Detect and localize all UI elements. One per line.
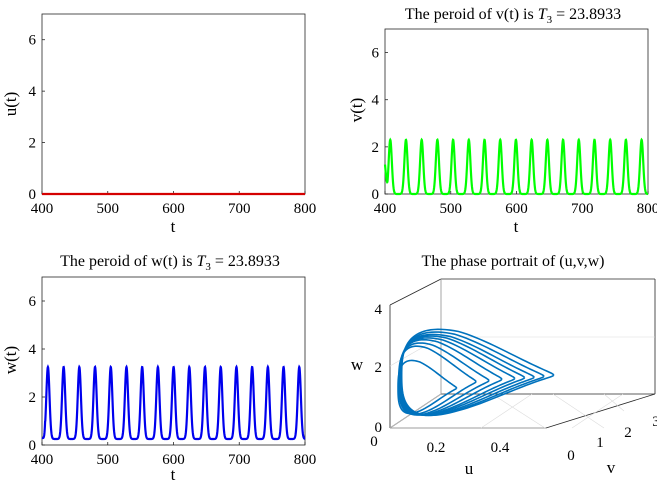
x-tick-label: 700 bbox=[228, 452, 251, 468]
z-ticks-phase: 4 2 0 bbox=[375, 302, 383, 436]
z-tick-label-4: 4 bbox=[375, 302, 383, 318]
panel-phase: The phase portrait of (u,v,w) bbox=[351, 253, 657, 478]
grid-3d bbox=[389, 279, 655, 429]
y-axis-label-w: w(t) bbox=[1, 346, 20, 374]
x-ticks-w: 400 500 600 700 800 bbox=[31, 442, 317, 468]
x-tick-label: 700 bbox=[228, 201, 251, 217]
z-axis-label-phase: w bbox=[351, 355, 364, 374]
y-tick-label: 6 bbox=[29, 294, 37, 310]
x-ticks-phase: 0 0.2 0.4 bbox=[370, 434, 510, 456]
x-tick-label: 800 bbox=[294, 452, 317, 468]
z-tick-label-2: 2 bbox=[375, 360, 383, 376]
panel-u: 0 2 4 6 400 500 600 700 800 u(t) t bbox=[1, 13, 317, 236]
x-ticks-u: 400 500 600 700 800 bbox=[31, 191, 317, 217]
series-line-v bbox=[383, 137, 648, 196]
x-ticks-v: 400 500 600 700 800 bbox=[374, 191, 657, 217]
y-tick-label: 0 bbox=[29, 438, 37, 454]
series-line-phase bbox=[397, 328, 555, 417]
x-tick-label: 400 bbox=[31, 452, 54, 468]
x-tick-label: 800 bbox=[294, 201, 317, 217]
x-tick-label: 600 bbox=[505, 201, 528, 217]
y-tick-label: 2 bbox=[29, 136, 37, 152]
y-tick-label: 6 bbox=[29, 33, 37, 49]
x-tick-label: 800 bbox=[637, 201, 657, 217]
plot-area-u bbox=[41, 13, 306, 195]
plot-area-w bbox=[41, 276, 306, 446]
x-tick-label: 500 bbox=[440, 201, 463, 217]
v-tick-label-1: 1 bbox=[596, 435, 604, 451]
y-axis-label-u: u(t) bbox=[1, 92, 20, 117]
plot-area-v bbox=[384, 28, 649, 195]
x-tick-label: 600 bbox=[162, 201, 185, 217]
panel-v: The peroid of v(t) is T3 = 23.8933 0246 … bbox=[347, 6, 657, 236]
chart-title-v: The peroid of v(t) is T3 = 23.8933 bbox=[405, 6, 621, 26]
y-tick-label: 2 bbox=[372, 140, 380, 156]
x-axis-label-v: t bbox=[514, 217, 519, 236]
y-axis-label-phase: v bbox=[607, 458, 616, 477]
x-tick-label: 500 bbox=[97, 201, 120, 217]
u-tick-label-0: 0 bbox=[370, 434, 378, 450]
x-axis-label-u: t bbox=[171, 217, 176, 236]
panel-w: The peroid of w(t) is T3 = 23.8933 0246 … bbox=[1, 253, 316, 480]
y-ticks-w: 0 2 4 6 bbox=[29, 294, 45, 454]
y-ticks-phase: 0 1 2 3 bbox=[567, 414, 657, 464]
series-line-w bbox=[41, 364, 306, 441]
v-tick-label-0: 0 bbox=[567, 448, 575, 464]
y-tick-label: 2 bbox=[29, 390, 37, 406]
y-tick-label: 0 bbox=[29, 187, 37, 203]
chart-title-phase: The phase portrait of (u,v,w) bbox=[422, 253, 605, 270]
x-axis-label-w: t bbox=[171, 465, 176, 480]
x-axis-label-phase: u bbox=[465, 459, 474, 478]
x-tick-label: 400 bbox=[374, 201, 397, 217]
u-tick-label-0.2: 0.2 bbox=[427, 440, 446, 456]
v-tick-label-2: 2 bbox=[624, 425, 632, 441]
y-tick-label: 4 bbox=[372, 93, 380, 109]
y-ticks-v: 0 2 4 6 bbox=[372, 46, 388, 203]
x-tick-label: 600 bbox=[162, 452, 185, 468]
y-tick-label: 0 bbox=[372, 187, 380, 203]
y-tick-label: 6 bbox=[372, 46, 380, 62]
x-tick-label: 400 bbox=[31, 201, 54, 217]
y-tick-label: 4 bbox=[29, 84, 37, 100]
u-tick-label-0.4: 0.4 bbox=[491, 440, 510, 456]
v-tick-label-3: 3 bbox=[652, 414, 657, 430]
z-tick-label-0: 0 bbox=[375, 420, 383, 436]
x-tick-label: 500 bbox=[97, 452, 120, 468]
chart-title-w: The peroid of w(t) is T3 = 23.8933 bbox=[60, 253, 280, 273]
y-axis-label-v: v(t) bbox=[347, 98, 366, 123]
x-tick-label: 700 bbox=[571, 201, 594, 217]
orbit-loop bbox=[397, 359, 458, 415]
y-tick-label: 4 bbox=[29, 342, 37, 358]
